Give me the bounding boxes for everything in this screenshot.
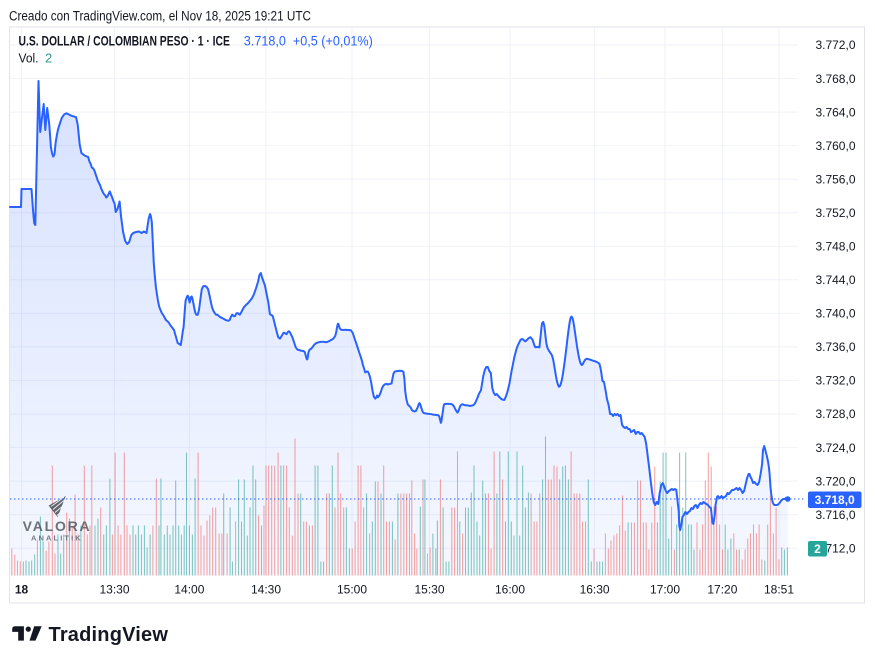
svg-text:16:00: 16:00 bbox=[495, 583, 525, 597]
svg-text:3.748,0: 3.748,0 bbox=[815, 240, 855, 254]
svg-text:15:30: 15:30 bbox=[414, 583, 444, 597]
svg-text:ANALITIK: ANALITIK bbox=[31, 534, 83, 543]
svg-text:TradingView: TradingView bbox=[49, 624, 169, 646]
svg-text:3.720,0: 3.720,0 bbox=[815, 474, 855, 488]
svg-text:14:00: 14:00 bbox=[174, 583, 204, 597]
svg-text:2: 2 bbox=[814, 542, 821, 556]
svg-text:14:30: 14:30 bbox=[251, 583, 281, 597]
svg-text:18:51: 18:51 bbox=[764, 583, 794, 597]
svg-text:3.724,0: 3.724,0 bbox=[815, 441, 855, 455]
svg-text:3.764,0: 3.764,0 bbox=[815, 105, 855, 119]
svg-text:3.728,0: 3.728,0 bbox=[815, 407, 855, 421]
svg-text:17:00: 17:00 bbox=[650, 583, 680, 597]
svg-text:3.772,0: 3.772,0 bbox=[815, 38, 855, 52]
svg-text:17:20: 17:20 bbox=[707, 583, 737, 597]
svg-text:3.718,0 +0,5 (+0,01%): 3.718,0 +0,5 (+0,01%) bbox=[244, 34, 373, 49]
svg-text:13:30: 13:30 bbox=[99, 583, 129, 597]
svg-text:3.716,0: 3.716,0 bbox=[815, 508, 855, 522]
svg-text:Vol.: Vol. bbox=[19, 51, 39, 66]
svg-text:3.744,0: 3.744,0 bbox=[815, 273, 855, 287]
svg-text:3.736,0: 3.736,0 bbox=[815, 340, 855, 354]
svg-text:15:00: 15:00 bbox=[337, 583, 367, 597]
svg-text:3.752,0: 3.752,0 bbox=[815, 206, 855, 220]
svg-text:2: 2 bbox=[45, 51, 52, 66]
svg-text:U.S. DOLLAR / COLOMBIAN PESO ·: U.S. DOLLAR / COLOMBIAN PESO · 1 · ICE bbox=[19, 34, 230, 49]
svg-text:3.760,0: 3.760,0 bbox=[815, 139, 855, 153]
svg-text:Creado con TradingView.com, el: Creado con TradingView.com, el Nov 18, 2… bbox=[9, 9, 311, 24]
svg-text:3.740,0: 3.740,0 bbox=[815, 307, 855, 321]
svg-text:16:30: 16:30 bbox=[580, 583, 610, 597]
svg-text:VALORA: VALORA bbox=[23, 518, 92, 534]
svg-text:3.732,0: 3.732,0 bbox=[815, 374, 855, 388]
svg-text:3.756,0: 3.756,0 bbox=[815, 172, 855, 186]
svg-text:3.768,0: 3.768,0 bbox=[815, 72, 855, 86]
svg-text:18: 18 bbox=[15, 583, 29, 597]
svg-text:3.718,0: 3.718,0 bbox=[815, 493, 855, 507]
